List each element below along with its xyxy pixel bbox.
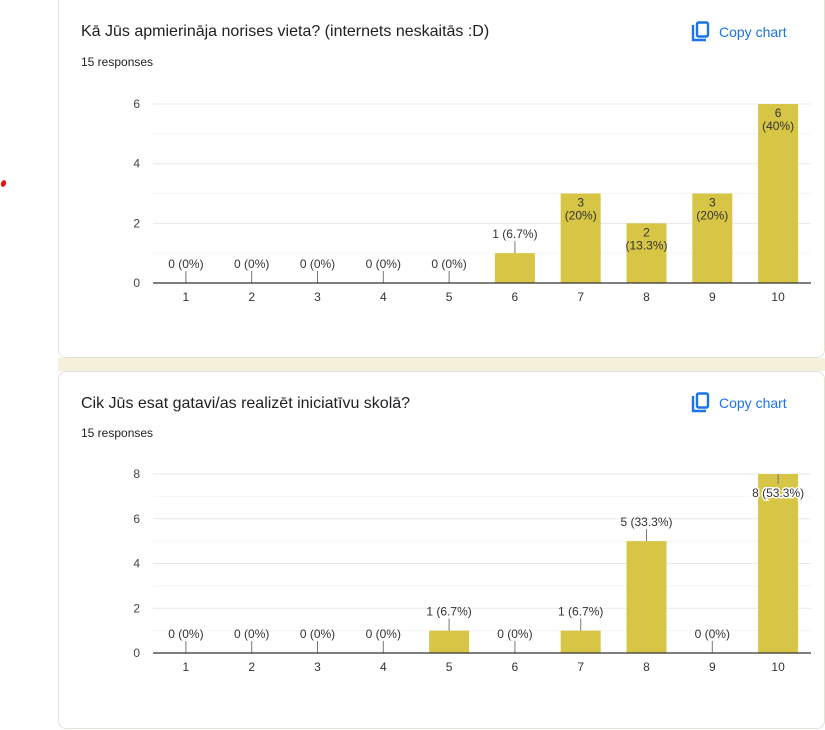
question-card-2: Cik Jūs esat gatavi/as realizēt iniciatī… bbox=[58, 371, 825, 729]
copy-chart-button[interactable]: Copy chart bbox=[691, 21, 787, 43]
copy-chart-button[interactable]: Copy chart bbox=[691, 392, 787, 414]
response-count: 15 responses bbox=[81, 55, 154, 69]
copy-icon bbox=[691, 21, 711, 43]
stray-mark bbox=[0, 179, 8, 188]
copy-icon bbox=[691, 392, 711, 414]
question-title: Cik Jūs esat gatavi/as realizēt iniciatī… bbox=[81, 395, 411, 412]
question-card-1: Kā Jūs apmierināja norises vieta? (inter… bbox=[58, 0, 825, 358]
question-title: Kā Jūs apmierināja norises vieta? (inter… bbox=[81, 23, 490, 40]
copy-chart-label: Copy chart bbox=[719, 24, 787, 40]
copy-chart-label: Copy chart bbox=[719, 395, 787, 411]
card-separator bbox=[58, 358, 825, 371]
response-count: 15 responses bbox=[81, 426, 154, 440]
